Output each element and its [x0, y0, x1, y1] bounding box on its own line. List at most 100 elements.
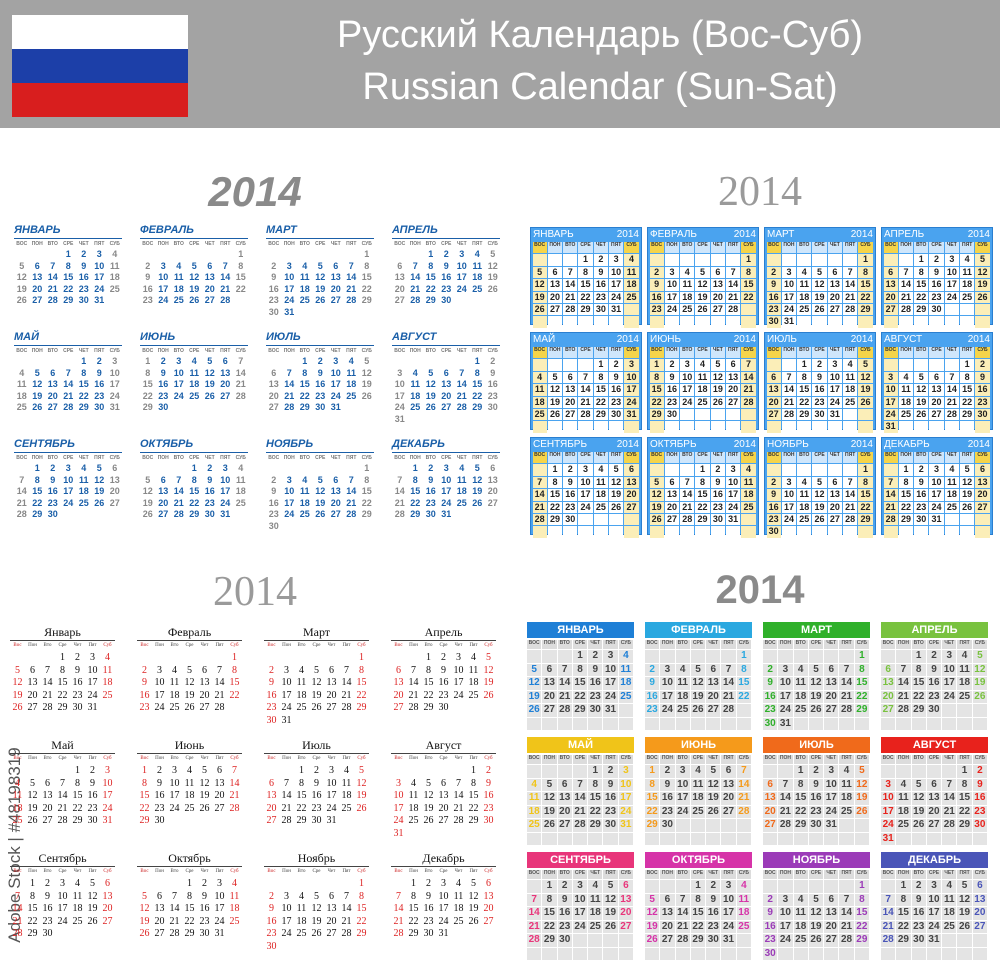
weekday: ЧЕТ: [824, 640, 839, 649]
weekday: Вос: [267, 869, 276, 874]
empty-cell: [710, 526, 725, 538]
day: 1: [736, 650, 751, 663]
day: 10: [942, 663, 957, 676]
day: 5: [207, 356, 213, 366]
day: 25: [299, 509, 310, 519]
day: 21: [557, 690, 572, 703]
day: 11: [341, 777, 352, 789]
day: 13: [664, 489, 680, 501]
day: 29: [72, 815, 83, 826]
empty-cell: [843, 254, 858, 266]
day: 8: [474, 367, 480, 378]
day: 28: [527, 934, 542, 947]
empty-cell: [578, 359, 593, 371]
day: 10: [281, 903, 292, 914]
day: 1: [412, 463, 418, 473]
day: 10: [624, 371, 639, 384]
day: 8: [426, 664, 431, 676]
day: 6: [329, 890, 334, 902]
day: 9: [142, 677, 147, 688]
day: 24: [63, 497, 74, 508]
day: 27: [624, 501, 639, 513]
weekday: ВОС: [16, 348, 28, 354]
day: 30: [660, 819, 675, 832]
day: 11: [299, 272, 310, 282]
day: 2: [706, 880, 721, 893]
day: 26: [975, 291, 990, 303]
day: 14: [741, 371, 756, 384]
month-rule: [14, 345, 122, 346]
day: 30: [664, 409, 680, 421]
weekday: Суб: [103, 869, 112, 874]
day: 5: [527, 663, 542, 676]
day: 15: [361, 272, 372, 282]
weekday: ВОС: [268, 455, 280, 461]
weekday: Суб: [357, 869, 366, 874]
day: 4: [675, 663, 690, 676]
day: 18: [341, 790, 352, 801]
month-rule: [264, 640, 369, 641]
day: 27: [929, 409, 944, 421]
day: 18: [690, 792, 706, 805]
day: 11: [793, 677, 808, 690]
day: 19: [645, 920, 660, 933]
day: 12: [957, 893, 972, 906]
month-year: 2014: [733, 439, 756, 450]
day: 13: [154, 903, 165, 914]
day: 3: [65, 463, 71, 473]
day: 8: [578, 266, 593, 279]
day: 5: [960, 464, 975, 476]
day: 23: [706, 920, 721, 933]
day: 22: [235, 283, 246, 294]
weekday: ВТО: [557, 870, 572, 879]
day: 17: [883, 396, 898, 408]
empty-cell: [881, 650, 896, 663]
weekday: ЧЕТ: [456, 241, 467, 247]
day: 12: [27, 790, 38, 801]
weekday: ПЯТ: [721, 755, 736, 764]
day: 16: [423, 903, 434, 914]
day: 17: [394, 390, 405, 401]
empty-cell: [624, 304, 639, 316]
day: 28: [532, 514, 547, 526]
day: 12: [315, 486, 326, 496]
weekday: СУБ: [975, 242, 990, 254]
empty-cell: [695, 316, 710, 328]
day: 3: [329, 765, 334, 776]
day: 21: [572, 805, 588, 818]
day: 3: [217, 878, 222, 889]
day: 28: [881, 934, 896, 947]
day: 6: [710, 266, 725, 279]
day: 2: [763, 893, 778, 906]
day: 25: [472, 283, 483, 294]
day: 17: [220, 486, 231, 496]
day: 25: [624, 291, 639, 303]
weekday: СУБ: [972, 640, 987, 649]
day: 6: [30, 664, 35, 676]
day: 27: [975, 501, 990, 513]
day: 2: [563, 464, 578, 476]
day: 17: [438, 903, 449, 914]
day: 4: [302, 260, 308, 271]
day: 19: [542, 805, 557, 818]
weekday: ВТО: [173, 455, 184, 461]
weekday: СУБ: [235, 455, 246, 461]
empty-cell: [960, 316, 975, 328]
day: 22: [356, 915, 367, 927]
day: 24: [881, 819, 896, 832]
day: 18: [299, 283, 310, 294]
day: 4: [960, 254, 975, 266]
day: 26: [710, 396, 725, 408]
day: 18: [408, 802, 419, 814]
day: 9: [766, 489, 781, 501]
day: 17: [926, 907, 942, 920]
weekday: СУБ: [736, 640, 751, 649]
month-header: [645, 737, 752, 753]
day: 1: [547, 464, 563, 476]
empty-cell: [839, 819, 854, 832]
day: 15: [547, 489, 563, 501]
empty-cell: [972, 832, 987, 845]
day: 16: [72, 677, 83, 688]
day: 29: [695, 514, 710, 526]
day: 29: [960, 409, 975, 421]
